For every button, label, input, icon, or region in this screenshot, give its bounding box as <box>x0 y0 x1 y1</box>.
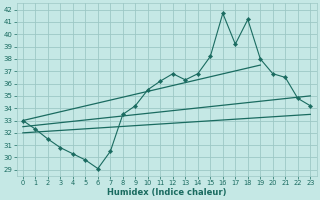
X-axis label: Humidex (Indice chaleur): Humidex (Indice chaleur) <box>107 188 226 197</box>
